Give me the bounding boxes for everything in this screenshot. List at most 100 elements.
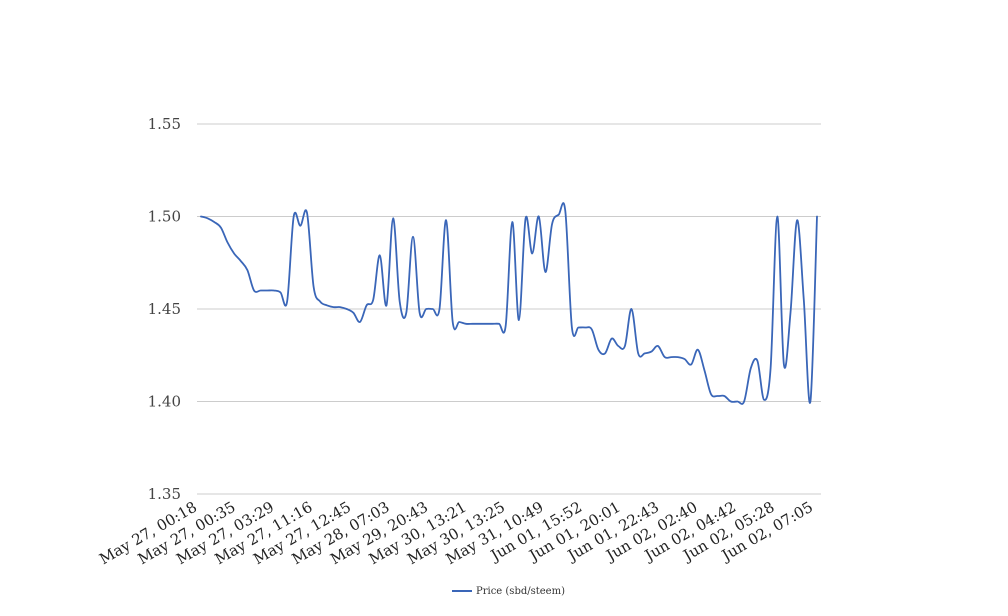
data-point <box>604 353 605 354</box>
data-point <box>485 323 486 324</box>
data-point <box>525 218 526 219</box>
price-series-line <box>200 202 818 405</box>
data-point <box>432 308 433 309</box>
data-point <box>227 242 228 243</box>
data-point <box>644 353 645 354</box>
data-point <box>545 271 546 272</box>
data-point <box>558 214 559 215</box>
data-point <box>419 312 420 313</box>
data-point <box>412 236 413 237</box>
data-point <box>492 323 493 324</box>
data-point <box>816 216 817 217</box>
data-point <box>532 253 533 254</box>
data-point <box>214 221 215 222</box>
data-point <box>300 225 301 226</box>
data-point <box>386 305 387 306</box>
data-point <box>591 329 592 330</box>
data-point <box>664 357 665 358</box>
data-point <box>565 210 566 211</box>
data-point <box>366 305 367 306</box>
data-point <box>724 395 725 396</box>
data-point <box>783 364 784 365</box>
data-point <box>657 345 658 346</box>
data-point <box>326 305 327 306</box>
data-point <box>479 323 480 324</box>
data-point <box>797 220 798 221</box>
data-point <box>339 307 340 308</box>
y-tick-label: 1.35 <box>148 485 181 503</box>
data-point <box>498 323 499 324</box>
data-point <box>247 270 248 271</box>
data-point <box>459 321 460 322</box>
data-point <box>392 218 393 219</box>
data-point <box>220 227 221 228</box>
data-point <box>200 216 201 217</box>
data-point <box>651 351 652 352</box>
data-point <box>426 308 427 309</box>
legend: Price (sbd/steem) <box>452 586 565 597</box>
data-point <box>618 345 619 346</box>
data-point <box>790 312 791 313</box>
data-point <box>730 401 731 402</box>
data-point <box>585 327 586 328</box>
data-point <box>253 290 254 291</box>
data-point <box>306 212 307 213</box>
legend-label: Price (sbd/steem) <box>476 586 565 597</box>
data-point <box>505 325 506 326</box>
data-point <box>697 349 698 350</box>
y-tick-label: 1.45 <box>148 300 181 318</box>
y-tick-label: 1.40 <box>148 393 181 411</box>
data-point <box>452 321 453 322</box>
data-point <box>770 368 771 369</box>
data-point <box>571 327 572 328</box>
data-point <box>313 286 314 287</box>
data-point <box>518 320 519 321</box>
data-point <box>359 321 360 322</box>
data-point <box>320 301 321 302</box>
y-tick-label: 1.50 <box>148 208 181 226</box>
data-point <box>684 358 685 359</box>
gridlines <box>197 123 821 495</box>
data-point <box>677 357 678 358</box>
data-point <box>710 394 711 395</box>
data-point <box>267 290 268 291</box>
data-point <box>346 308 347 309</box>
y-tick-label: 1.55 <box>148 115 181 133</box>
data-point <box>333 307 334 308</box>
data-point <box>406 312 407 313</box>
data-point <box>472 323 473 324</box>
data-point <box>631 308 632 309</box>
data-point <box>465 323 466 324</box>
data-point <box>691 364 692 365</box>
data-point <box>551 223 552 224</box>
data-point <box>280 292 281 293</box>
data-point <box>273 290 274 291</box>
data-point <box>439 308 440 309</box>
data-point <box>399 301 400 302</box>
y-axis-ticks: 1.35 1.40 1.45 1.50 1.55 <box>148 115 181 503</box>
data-point <box>260 290 261 291</box>
data-point <box>624 345 625 346</box>
data-point <box>638 353 639 354</box>
data-point <box>763 399 764 400</box>
data-point <box>538 216 539 217</box>
data-point <box>353 312 354 313</box>
data-point <box>293 216 294 217</box>
data-point <box>744 401 745 402</box>
data-point <box>234 253 235 254</box>
data-point <box>777 216 778 217</box>
data-point <box>717 395 718 396</box>
data-point <box>810 401 811 402</box>
data-point <box>578 327 579 328</box>
data-point <box>373 299 374 300</box>
data-point <box>287 301 288 302</box>
data-point <box>611 338 612 339</box>
data-point <box>671 357 672 358</box>
data-point <box>737 401 738 402</box>
data-point <box>803 299 804 300</box>
data-point <box>240 260 241 261</box>
data-point <box>757 360 758 361</box>
data-point <box>512 221 513 222</box>
